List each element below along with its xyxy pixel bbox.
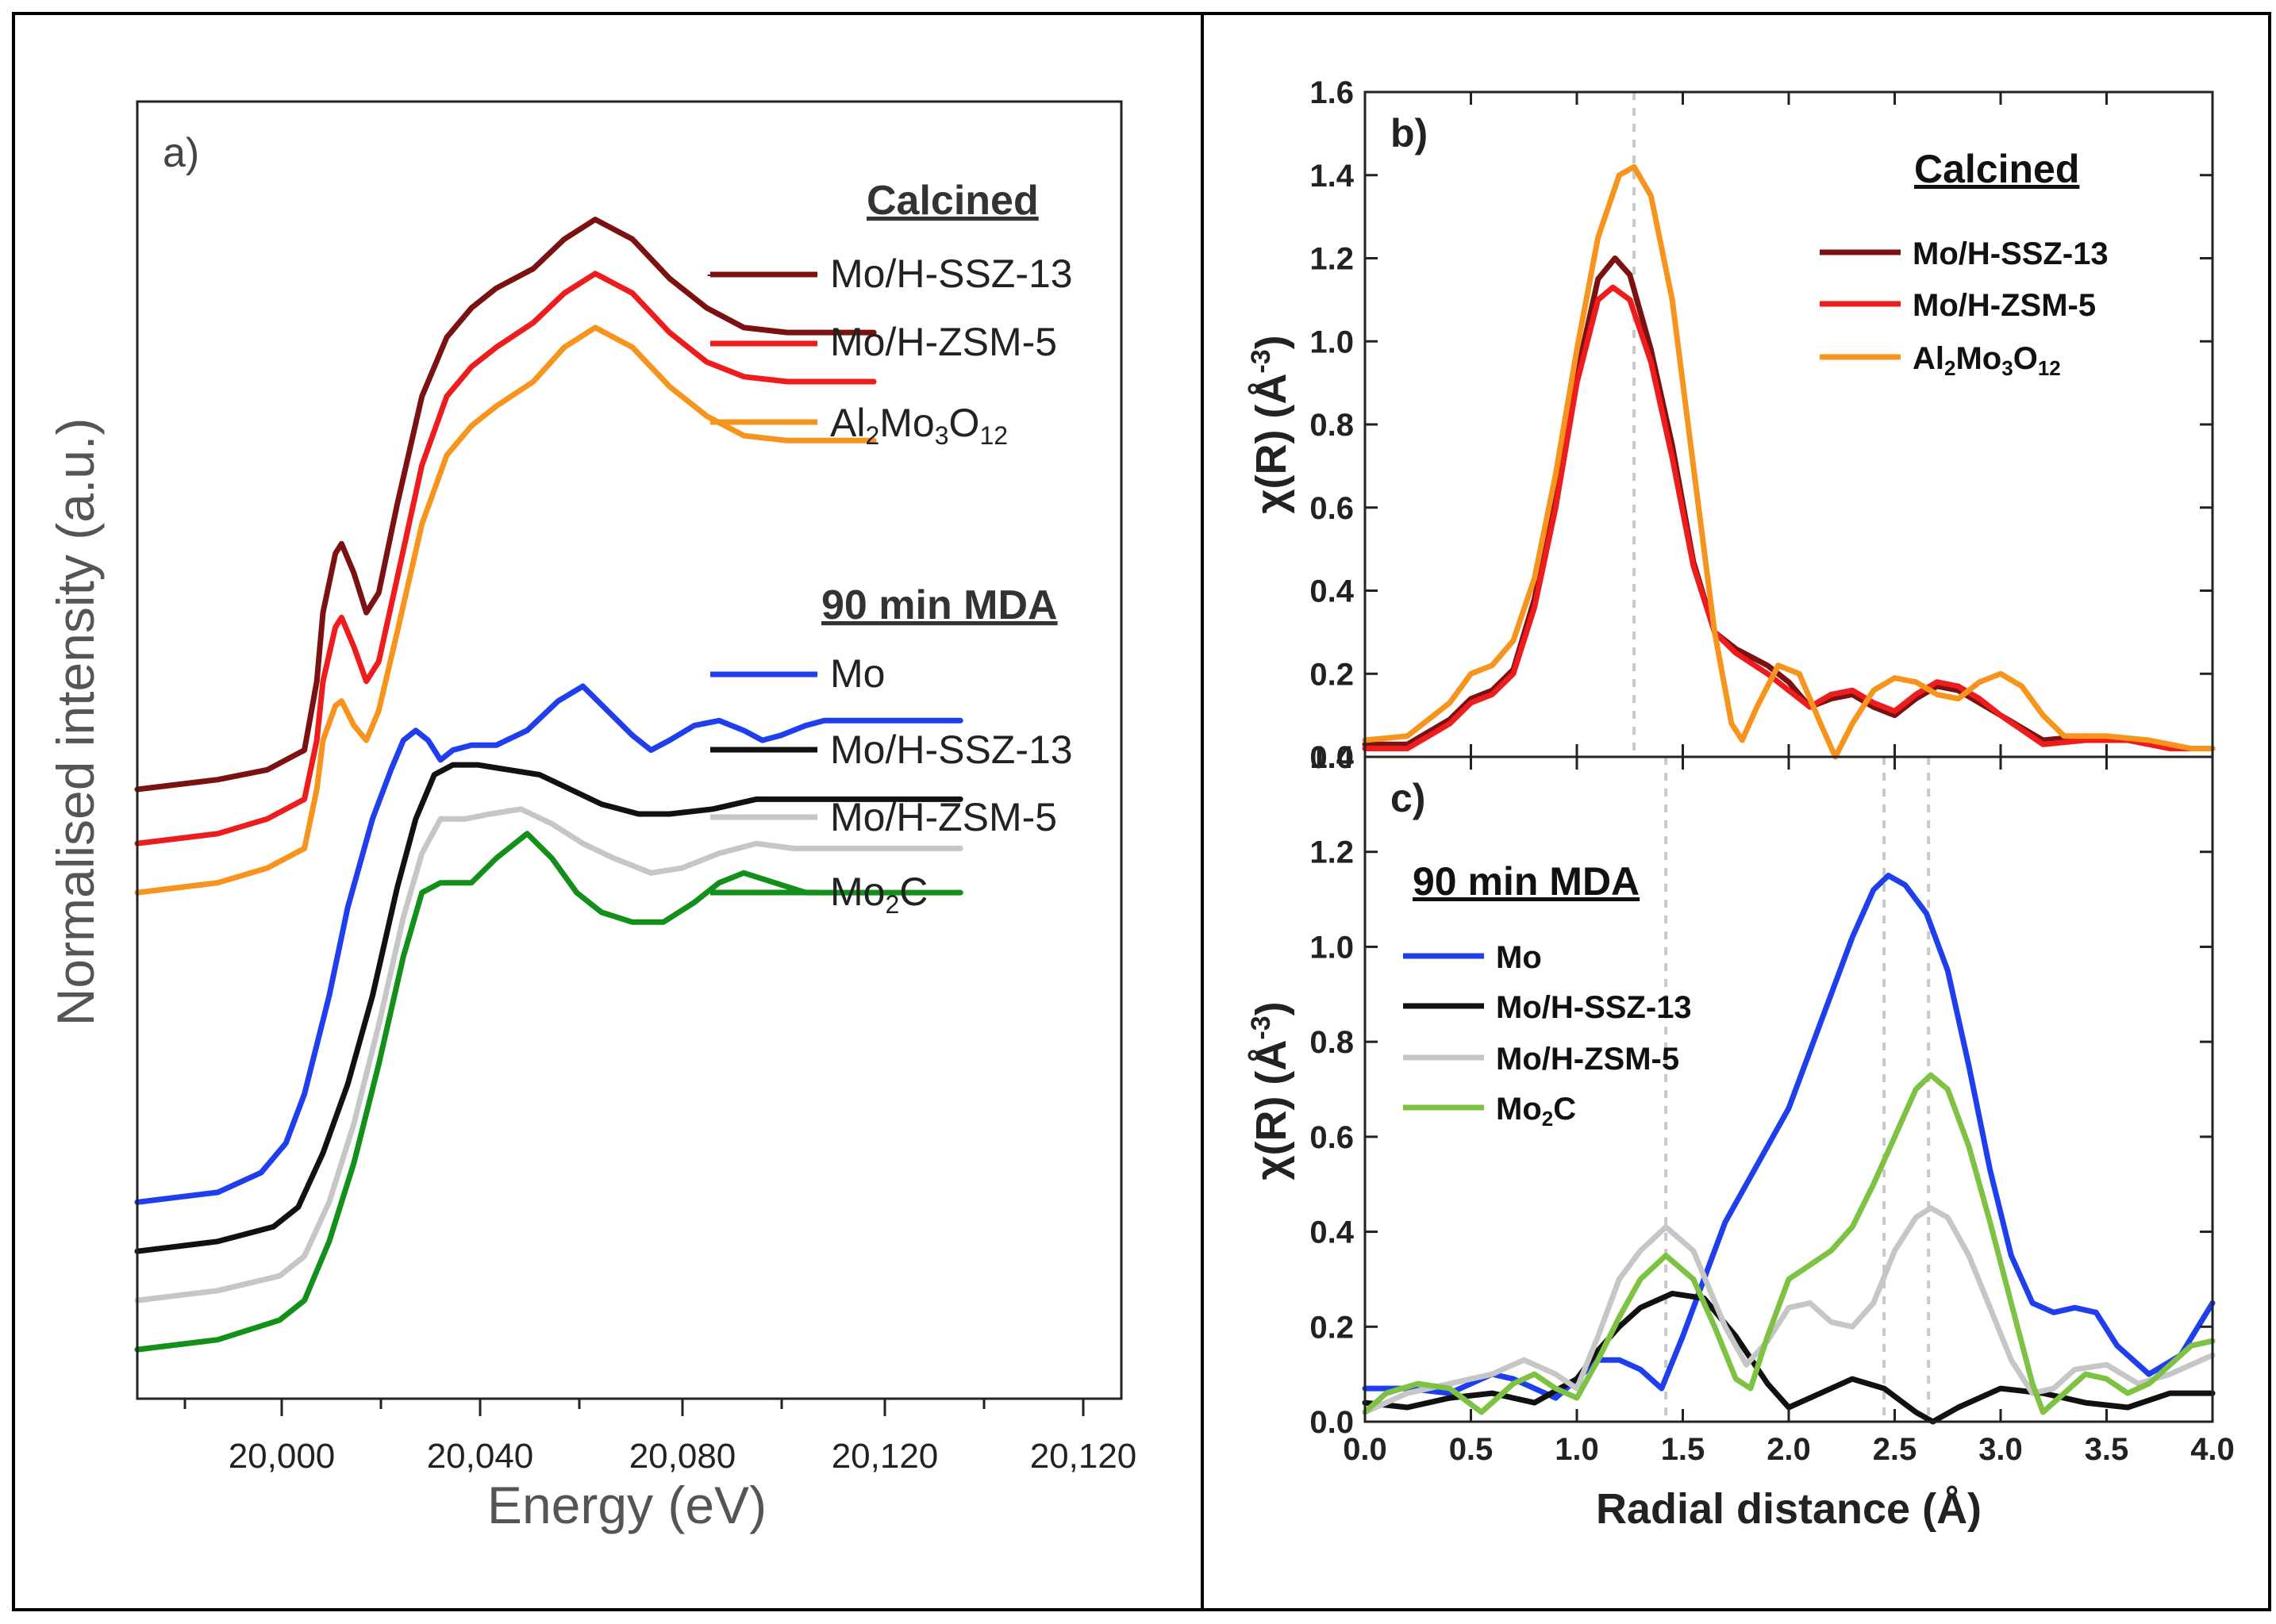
panel-c-ytick-label-0: 0.0 (1309, 1405, 1354, 1440)
panel-b-legend-ssz13: Mo/H-SSZ-13 (1913, 236, 2109, 271)
panel-a-series-0 (134, 217, 877, 793)
panel-c-series-2 (1362, 1205, 2216, 1415)
label-mda-mo2c: Mo2C (830, 870, 928, 919)
panel-b-ytick-label-6: 1.2 (1309, 242, 1354, 277)
panel-c-y-axis-title: χ(R)(Å-3) (1246, 1001, 1295, 1180)
label-calc-ssz13: Mo/H-SSZ-13 (830, 251, 1073, 296)
panel-a-series-4 (134, 762, 963, 1254)
panel-c-xtick-label-4: 2.0 (1767, 1432, 1811, 1467)
panel-c-heading: 90 min MDA (1413, 859, 1640, 904)
panel-b-ytick-label-3: 0.6 (1309, 491, 1354, 526)
label-mda-mo: Mo (830, 651, 885, 696)
panel-c-xtick-label-1: 0.5 (1449, 1432, 1494, 1467)
panel-a: a) Calcined Mo/H-SSZ-13 Mo/H-ZSM-5 Al2Mo… (46, 100, 1137, 1534)
panel-b-series-0 (1362, 255, 2216, 751)
panel-b-ytick-label-1: 0.2 (1309, 657, 1354, 692)
panel-c-x-axis-title: Radial distance (Å) (1596, 1485, 1982, 1533)
panel-a-x-ticks (183, 1399, 1085, 1416)
panel-b-series-2 (1362, 163, 2216, 760)
panel-b-ticks: 0.0 0.2 0.4 0.6 0.8 1.0 1.2 1.4 1.6 (1309, 75, 2214, 775)
panel-a-series-2 (134, 324, 877, 896)
panel-c-legend-ssz13: Mo/H-SSZ-13 (1496, 990, 1692, 1025)
panel-b-legend-al2mo3o12: Al2Mo3O12 (1913, 341, 2061, 380)
panel-c-series-3 (1362, 1072, 2216, 1415)
panel-a-xtick-label-4: 20,120 (1030, 1437, 1137, 1476)
panel-b-ytick-label-4: 0.8 (1309, 408, 1354, 443)
panel-c-plot-frame (1363, 755, 2214, 1423)
panel-c-ticks: 0.00.20.40.60.81.01.21.40.0 0.5 1.0 1.5 2.0 2… (1309, 740, 2234, 1467)
panel-b-plot-frame (1363, 90, 2214, 758)
panel-c-legend-mo: Mo (1496, 940, 1542, 975)
panel-a-xtick-label-0: 20,000 (229, 1437, 336, 1476)
label-calc-al2mo3o12: Al2Mo3O12 (830, 401, 1008, 450)
panel-c-ytick-label-2: 0.4 (1309, 1215, 1354, 1250)
panel-a-xtick-label-2: 20,080 (629, 1437, 736, 1476)
panel-b-y-axis-title: χ(R)(Å-3) (1246, 335, 1295, 513)
panel-a-label: a) (163, 130, 199, 176)
panel-b-ytick-label-2: 0.4 (1309, 574, 1354, 609)
panel-b-legend-zsm5: Mo/H-ZSM-5 (1913, 288, 2096, 323)
panel-c-label: c) (1390, 776, 1425, 820)
panel-c-xtick-label-6: 3.0 (1978, 1432, 2023, 1467)
panel-c: 0.00.20.40.60.81.01.21.40.0 0.5 1.0 1.5 2.0 2… (1246, 740, 2235, 1533)
panel-b-ytick-label-8: 1.6 (1309, 75, 1354, 110)
panel-c-ytick-label-4: 0.8 (1309, 1025, 1354, 1060)
panel-b-series-group (1362, 163, 2216, 760)
panel-b-series-1 (1362, 284, 2216, 751)
panel-a-series-5 (134, 806, 963, 1303)
figure-frame (12, 12, 2271, 1611)
panel-a-series-1 (134, 271, 877, 847)
panel-a-plot-frame (136, 100, 1123, 1400)
panel-a-series-6 (134, 831, 963, 1353)
panel-c-xtick-label-2: 1.0 (1555, 1432, 1599, 1467)
panel-c-series-0 (1362, 873, 2216, 1401)
panel-c-legend-zsm5: Mo/H-ZSM-5 (1496, 1042, 1679, 1077)
panel-a-xtick-label-3: 20,120 (832, 1437, 939, 1476)
panel-a-heading-mda: 90 min MDA (821, 582, 1058, 628)
panel-c-ytick-label-6: 1.2 (1309, 835, 1354, 870)
panel-c-ytick-label-1: 0.2 (1309, 1310, 1354, 1345)
label-mda-zsm5: Mo/H-ZSM-5 (830, 795, 1057, 839)
panel-c-xtick-label-3: 1.5 (1661, 1432, 1705, 1467)
panel-c-xtick-label-7: 3.5 (2085, 1432, 2129, 1467)
panel-a-xtick-label-1: 20,040 (427, 1437, 534, 1476)
panel-b-heading: Calcined (1914, 147, 2079, 191)
panel-a-heading-calcined: Calcined (867, 178, 1039, 224)
panel-b-ytick-label-5: 1.0 (1309, 324, 1354, 359)
label-mda-ssz13: Mo/H-SSZ-13 (830, 728, 1073, 772)
panel-c-xtick-label-8: 4.0 (2190, 1432, 2235, 1467)
panel-a-x-axis-title: Energy (eV) (487, 1476, 767, 1534)
panel-c-xtick-label-5: 2.5 (1873, 1432, 1917, 1467)
panel-c-xtick-label-0: 0.0 (1343, 1432, 1387, 1467)
panel-b-ytick-label-7: 1.4 (1309, 159, 1354, 194)
panel-b: 0.00.20.40.60.81.01.21.41.6 b) Calcined … (1246, 75, 2216, 775)
panel-b-label: b) (1390, 111, 1428, 155)
panel-a-y-axis-title: Normalised intensity (a.u.) (46, 418, 105, 1027)
panel-a-series-group (134, 217, 963, 1353)
panel-c-ytick-label-7: 1.4 (1309, 740, 1354, 775)
panel-a-series-3 (134, 683, 963, 1205)
panel-b-ytick-label-0: 0.0 (1309, 740, 1354, 775)
panel-c-ytick-label-3: 0.6 (1309, 1120, 1354, 1155)
panel-c-ytick-label-5: 1.0 (1309, 930, 1354, 965)
label-calc-zsm5: Mo/H-ZSM-5 (830, 320, 1057, 364)
panel-c-series-group (1362, 873, 2216, 1425)
panel-c-legend-mo2c: Mo2C (1496, 1092, 1576, 1131)
